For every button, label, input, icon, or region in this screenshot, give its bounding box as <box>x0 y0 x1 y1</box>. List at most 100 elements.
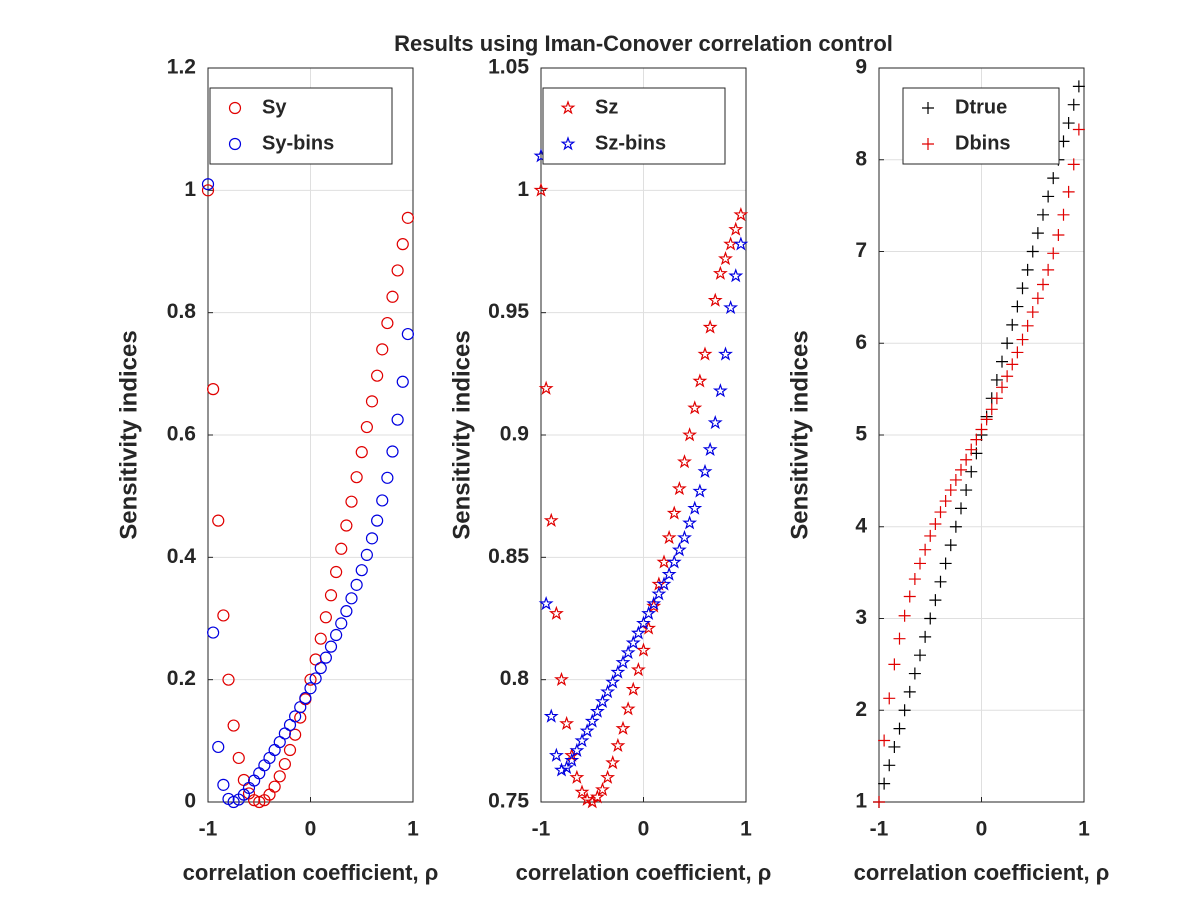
point <box>569 769 585 784</box>
point <box>1057 208 1070 221</box>
point <box>365 532 379 545</box>
point <box>212 740 225 754</box>
point <box>661 566 677 581</box>
point <box>929 517 942 530</box>
y-tick-label: 8 <box>855 147 867 170</box>
point <box>908 667 921 680</box>
point <box>386 290 399 303</box>
point <box>605 755 621 770</box>
x-tick-label: 0 <box>976 818 988 841</box>
point <box>381 316 394 330</box>
x-tick-label: 0 <box>305 818 317 841</box>
point <box>299 691 312 705</box>
point <box>723 299 739 315</box>
y-tick-label: 0.2 <box>167 667 196 690</box>
point <box>340 519 353 532</box>
y-tick-label: 0.95 <box>488 300 529 323</box>
chart-title: Results using Iman-Conover correlation c… <box>394 31 893 56</box>
axes-box <box>207 67 414 803</box>
point <box>712 265 728 280</box>
point <box>1037 208 1049 221</box>
point <box>538 595 554 611</box>
y-tick-label: 0.6 <box>167 423 196 446</box>
point <box>697 463 713 479</box>
point <box>939 557 952 570</box>
point <box>878 777 891 790</box>
axes-box <box>878 67 1085 803</box>
point <box>1037 278 1049 291</box>
point <box>955 463 967 476</box>
y-tick-label: 6 <box>855 331 867 354</box>
y-tick-label: 7 <box>855 239 867 262</box>
point <box>955 502 967 515</box>
point <box>600 684 616 699</box>
point <box>980 413 993 426</box>
point <box>273 770 286 783</box>
point <box>656 576 672 591</box>
y-tick-label: 0.8 <box>500 667 530 690</box>
point <box>314 632 327 645</box>
point <box>1021 319 1034 332</box>
point <box>883 759 896 772</box>
point <box>268 780 281 793</box>
y-tick-label: 1.2 <box>167 56 196 79</box>
point <box>559 715 575 731</box>
point <box>914 557 926 570</box>
y-tick-label: 5 <box>855 423 867 446</box>
point <box>903 685 916 698</box>
point <box>610 664 626 679</box>
point <box>898 609 911 622</box>
point <box>728 268 744 283</box>
point <box>371 514 384 527</box>
point <box>970 433 983 446</box>
legend-label: Sz <box>595 96 618 118</box>
point <box>893 722 906 735</box>
point <box>641 605 657 620</box>
point <box>677 529 692 545</box>
y-tick-label: 3 <box>855 606 867 629</box>
point <box>924 529 937 542</box>
legend-label: Sy <box>262 96 287 118</box>
point <box>543 512 559 527</box>
point <box>319 651 332 664</box>
point <box>883 692 896 705</box>
y-tick-label: 2 <box>855 698 867 721</box>
legend-marker <box>560 136 576 151</box>
point <box>278 757 291 771</box>
point <box>376 494 389 507</box>
point <box>201 184 215 197</box>
point <box>687 400 703 415</box>
legend-marker <box>922 138 934 150</box>
point <box>620 701 636 716</box>
point <box>878 734 891 747</box>
point <box>1031 227 1044 240</box>
point <box>595 781 610 797</box>
point <box>682 515 698 530</box>
point <box>559 759 575 775</box>
point <box>718 346 733 361</box>
point <box>1062 185 1075 198</box>
point <box>1072 80 1085 93</box>
legend-box <box>542 87 726 165</box>
point <box>1021 263 1034 276</box>
point <box>207 626 220 639</box>
x-tick-label: -1 <box>870 818 889 841</box>
point <box>355 564 368 577</box>
point <box>289 710 302 723</box>
point <box>873 796 885 808</box>
point <box>666 505 682 520</box>
x-tick-label: -1 <box>532 818 551 841</box>
point <box>324 589 338 602</box>
legend-label: Dbins <box>955 132 1011 154</box>
point <box>996 381 1008 394</box>
y-tick-label: 0.4 <box>167 545 197 568</box>
point <box>1006 358 1019 371</box>
point <box>548 747 564 762</box>
point <box>324 640 338 653</box>
point <box>350 471 363 484</box>
point <box>569 742 585 757</box>
point <box>386 445 399 458</box>
point <box>702 441 718 457</box>
point <box>944 484 957 497</box>
point <box>595 693 610 709</box>
